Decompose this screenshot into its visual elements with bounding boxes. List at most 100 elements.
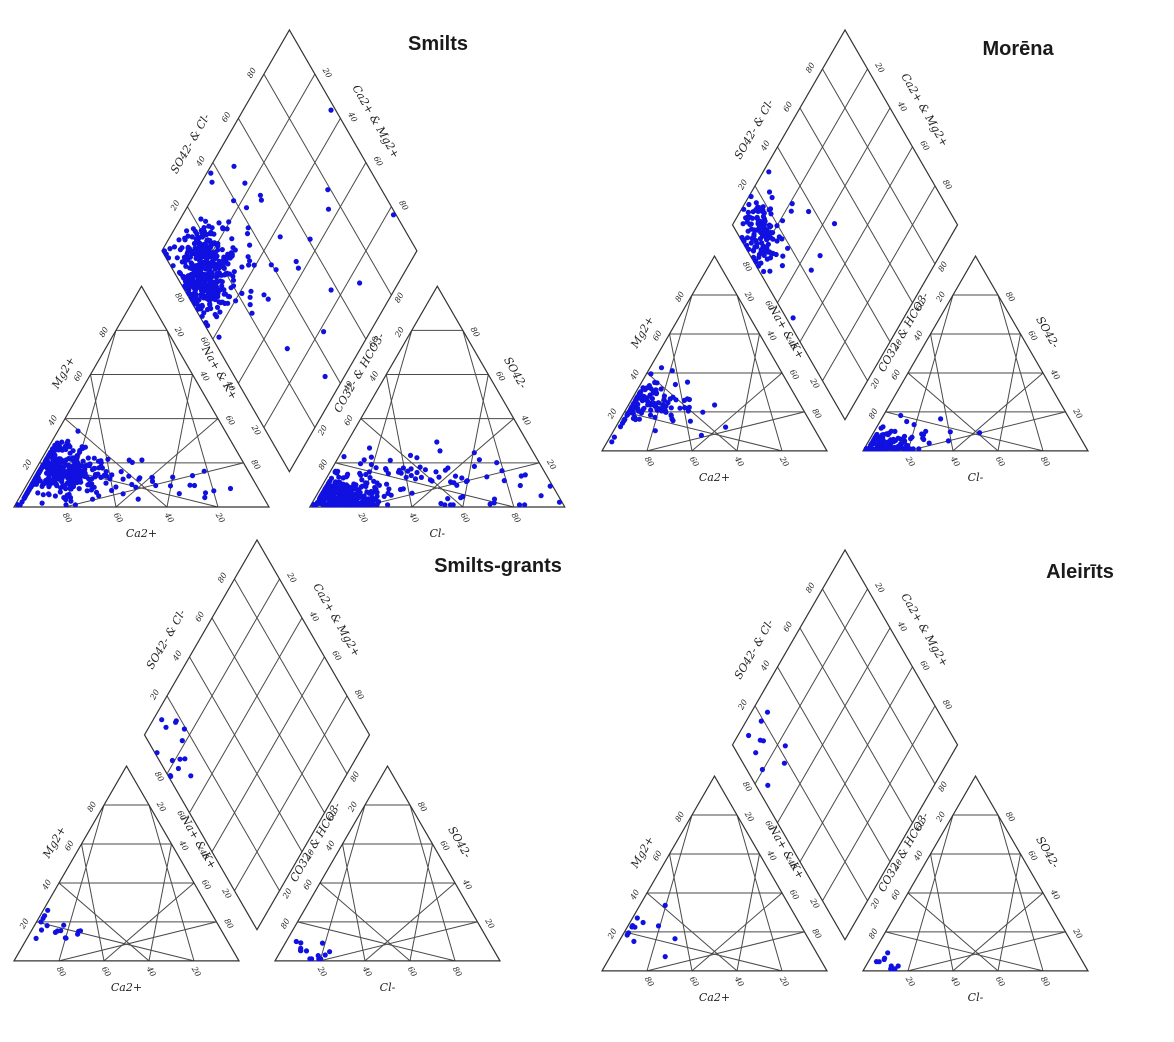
diamond-point (220, 261, 226, 267)
diamond-upper-right-tick: 80 (941, 698, 954, 711)
diamond-point (201, 295, 207, 301)
anion-point (438, 500, 444, 507)
diamond-upper-right-tick: 80 (941, 178, 954, 191)
cation-right-tick: 60 (224, 414, 237, 427)
cation-point (668, 405, 674, 411)
diamond-point (284, 346, 290, 352)
anion-point (873, 442, 880, 448)
diamond-point (766, 189, 773, 195)
anion-right-tick: 40 (1048, 367, 1061, 381)
diamond-point (747, 214, 753, 220)
diamond-point (779, 236, 785, 242)
cation-point (647, 412, 654, 418)
diamond-point (758, 260, 764, 266)
diamond-point (754, 214, 760, 220)
cation-point (75, 931, 81, 937)
cation-point (62, 482, 68, 488)
cation-left-tick: 20 (605, 927, 618, 941)
anion-point (303, 948, 310, 954)
diamond-point (218, 300, 224, 306)
cation-point (71, 455, 77, 461)
cation-point (75, 428, 81, 434)
anion-point (385, 471, 391, 477)
cation-point (63, 502, 69, 508)
mg-axis-label: Mg2+ (628, 314, 657, 351)
anion-bottom-tick: 60 (406, 965, 419, 978)
anion-point (346, 502, 352, 508)
diamond-point (221, 265, 227, 271)
anion-point (341, 501, 347, 507)
cation-point (672, 936, 678, 942)
diamond-point (210, 286, 216, 292)
cation-left-tick: 60 (63, 839, 76, 852)
anion-point (386, 486, 392, 492)
cation-point (67, 486, 73, 492)
anion-point (494, 460, 500, 466)
diamond-point (232, 247, 238, 253)
diamond-upper-right-tick: 40 (346, 110, 359, 124)
anion-point (368, 454, 374, 460)
co3-hco3-axis-label: CO32- & HCO3- (331, 330, 387, 414)
cation-bottom-tick: 40 (732, 454, 745, 468)
diamond-point (202, 274, 208, 280)
anion-point (359, 477, 365, 483)
diamond-upper-left-tick: 60 (220, 110, 233, 123)
cation-point (619, 420, 626, 426)
diamond-point (246, 262, 252, 268)
anion-point (459, 475, 465, 481)
anion-point (337, 479, 343, 485)
anion-point (324, 483, 330, 489)
diamond-lower-left-tick: 20 (220, 886, 233, 900)
cation-point (684, 379, 691, 385)
anion-bottom-tick: 40 (948, 974, 961, 988)
diamond-lower-right-tick: 80 (348, 770, 361, 783)
anion-right-tick: 20 (545, 457, 558, 471)
diamond-point (808, 267, 814, 273)
diamond-point (762, 228, 768, 234)
diamond-point (756, 251, 763, 258)
diamond-point (228, 285, 234, 291)
anion-point (403, 474, 409, 480)
anion-point (343, 482, 349, 488)
cation-point (682, 405, 688, 411)
anion-bottom-tick: 20 (356, 510, 369, 524)
anion-right-tick: 20 (1071, 926, 1084, 940)
anion-point (363, 471, 369, 478)
diamond-lower-right-tick: 20 (868, 897, 881, 911)
cation-triangle (12, 764, 241, 962)
anion-point (381, 493, 387, 499)
so4-cl-axis-label: SO42- & Cl- (732, 617, 777, 682)
diamond-point (739, 234, 745, 241)
anion-right-tick: 80 (1004, 290, 1017, 303)
anion-point (517, 482, 523, 489)
cation-right-tick: 40 (198, 369, 211, 383)
diamond-point (217, 309, 223, 315)
cation-point (56, 460, 62, 466)
anion-point (491, 496, 498, 502)
anion-point (947, 429, 953, 435)
diamond-lower-right-tick: 20 (280, 887, 293, 901)
cation-point (201, 468, 207, 474)
grid-lines (39, 73, 540, 508)
cation-point (625, 410, 631, 417)
cation-right-tick: 60 (788, 368, 801, 381)
cation-point (82, 463, 88, 469)
cation-point (202, 490, 209, 496)
diamond-point (746, 732, 752, 739)
anion-point (945, 438, 952, 444)
anion-point (885, 950, 891, 956)
cation-right-tick: 60 (200, 878, 213, 891)
diamond-point (214, 304, 221, 310)
anion-point (891, 438, 897, 444)
anion-point (895, 963, 901, 969)
anion-point (376, 482, 382, 488)
cation-right-tick: 80 (810, 927, 823, 940)
anion-point (307, 956, 313, 962)
anion-point (445, 496, 451, 502)
anion-point (445, 465, 451, 471)
anion-point (556, 499, 563, 505)
cation-point (48, 450, 54, 456)
anion-point (341, 454, 347, 460)
